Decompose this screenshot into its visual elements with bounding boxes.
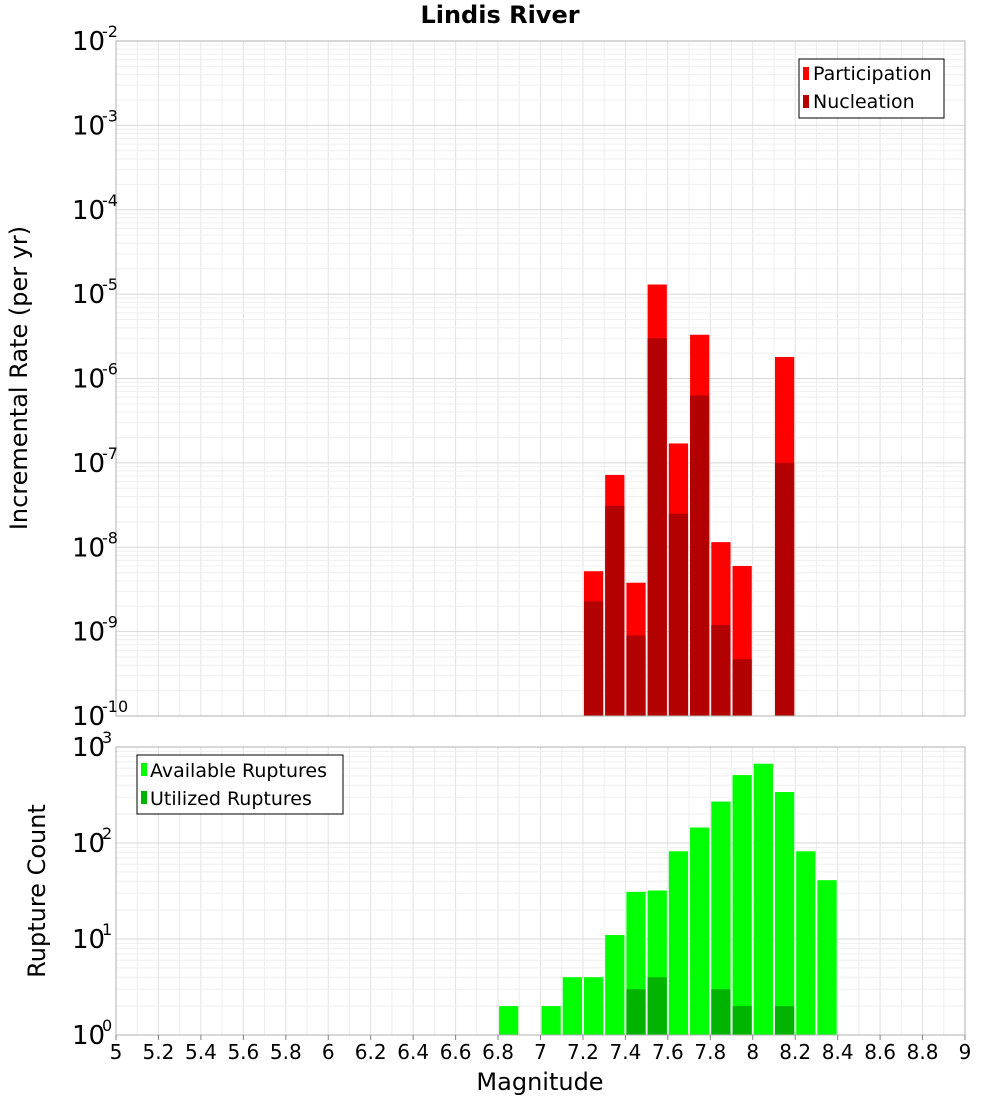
bottom-bar-available-ruptures bbox=[796, 851, 816, 1035]
top-y-tick-label: 10-3 bbox=[72, 106, 118, 141]
top-bars bbox=[583, 284, 795, 716]
bottom-legend: Available Ruptures Utilized Ruptures bbox=[136, 754, 344, 815]
top-bar-nucleation bbox=[774, 462, 795, 716]
x-tick-label: 5.4 bbox=[185, 1040, 217, 1064]
bottom-legend-box bbox=[136, 754, 344, 815]
bottom-y-tick-label: 101 bbox=[72, 920, 112, 955]
available-legend-swatch bbox=[141, 763, 147, 776]
top-y-tick-label: 10-7 bbox=[72, 444, 118, 479]
utilized-legend-swatch bbox=[141, 791, 147, 804]
x-tick-label: 8 bbox=[746, 1040, 759, 1064]
x-tick-label: 6.2 bbox=[355, 1040, 387, 1064]
bottom-bar-utilized-ruptures bbox=[647, 977, 667, 1035]
bottom-bar-available-ruptures bbox=[753, 763, 773, 1035]
top-plot-border bbox=[115, 40, 966, 717]
available-legend-label: Available Ruptures bbox=[150, 760, 327, 782]
bottom-bar-available-ruptures bbox=[774, 791, 795, 1035]
top-legend-box bbox=[798, 58, 945, 119]
utilized-legend-label: Utilized Ruptures bbox=[150, 788, 312, 810]
bottom-bars bbox=[499, 763, 837, 1035]
x-tick-label: 7.2 bbox=[567, 1040, 599, 1064]
top-y-axis-label: Incremental Rate (per yr) bbox=[5, 226, 33, 530]
participation-legend-label: Participation bbox=[813, 63, 932, 85]
top-bar-nucleation bbox=[690, 395, 710, 716]
bottom-bar-utilized-ruptures bbox=[711, 989, 731, 1035]
x-tick-label: 7 bbox=[534, 1040, 547, 1064]
top-y-tick-label: 10-9 bbox=[72, 613, 118, 648]
x-axis-label: Magnitude bbox=[476, 1068, 603, 1096]
bottom-y-tick-label: 103 bbox=[72, 728, 112, 763]
top-bar-nucleation bbox=[583, 601, 604, 716]
x-tick-label: 9 bbox=[959, 1040, 972, 1064]
bottom-bar-utilized-ruptures bbox=[626, 989, 646, 1035]
top-bar-nucleation bbox=[647, 338, 667, 716]
bottom-y-tick-label: 102 bbox=[72, 824, 112, 859]
bottom-bar-available-ruptures bbox=[817, 880, 837, 1035]
top-panel: 10-10 10-9 10-8 10-7 10-6 10-5 10-4 10-3 10-2 In… bbox=[5, 22, 966, 732]
chart-title: Lindis River bbox=[420, 1, 579, 29]
top-bar-nucleation bbox=[605, 505, 625, 716]
nucleation-legend-swatch bbox=[803, 95, 809, 108]
x-tick-label: 5.6 bbox=[227, 1040, 259, 1064]
top-y-ticks: 10-10 10-9 10-8 10-7 10-6 10-5 10-4 10-3 10-2 bbox=[72, 22, 128, 732]
bottom-bar-available-ruptures bbox=[690, 827, 710, 1035]
bottom-panel: 100 101 102 103 5 5.2 5.4 5.6 5.8 6 6.2 6.4 6.6 6.8 7… bbox=[23, 728, 971, 1096]
bottom-bar-available-ruptures bbox=[668, 851, 689, 1035]
top-bar-nucleation bbox=[668, 513, 689, 716]
top-y-tick-label: 10-8 bbox=[72, 528, 118, 563]
x-tick-label: 5.8 bbox=[270, 1040, 302, 1064]
bottom-bar-utilized-ruptures bbox=[732, 1006, 752, 1035]
x-tick-label: 8.2 bbox=[779, 1040, 811, 1064]
x-tick-label: 7.6 bbox=[652, 1040, 684, 1064]
x-tick-label: 6.8 bbox=[482, 1040, 514, 1064]
x-tick-label: 8.4 bbox=[822, 1040, 854, 1064]
top-y-tick-label: 10-6 bbox=[72, 360, 118, 395]
bottom-bar-available-ruptures bbox=[499, 1006, 519, 1035]
x-tick-label: 7.8 bbox=[694, 1040, 726, 1064]
top-y-tick-label: 10-2 bbox=[72, 22, 118, 57]
x-tick-label: 8.6 bbox=[864, 1040, 896, 1064]
bottom-y-axis-label: Rupture Count bbox=[23, 804, 51, 978]
x-tick-label: 6.6 bbox=[440, 1040, 472, 1064]
x-tick-label: 8.8 bbox=[907, 1040, 939, 1064]
bottom-bar-available-ruptures bbox=[711, 801, 731, 1035]
bottom-bar-available-ruptures bbox=[732, 775, 752, 1035]
participation-legend-swatch bbox=[803, 67, 809, 80]
bottom-bar-available-ruptures bbox=[583, 977, 604, 1035]
bottom-bar-available-ruptures bbox=[605, 935, 625, 1035]
bottom-bar-available-ruptures bbox=[541, 1006, 561, 1035]
top-y-tick-label: 10-5 bbox=[72, 275, 118, 310]
top-grid bbox=[116, 41, 965, 716]
bottom-bar-available-ruptures bbox=[562, 977, 582, 1035]
top-bar-nucleation bbox=[711, 624, 731, 716]
bottom-y-ticks: 100 101 102 103 bbox=[72, 728, 112, 1051]
nucleation-legend-label: Nucleation bbox=[813, 91, 915, 113]
top-y-tick-label: 10-10 bbox=[72, 697, 128, 732]
x-ticks: 5 5.2 5.4 5.6 5.8 6 6.2 6.4 6.6 6.8 7 7.2 7.4 7.6 7.8 8… bbox=[110, 1035, 972, 1064]
bottom-bar-utilized-ruptures bbox=[774, 1006, 795, 1035]
bottom-y-tick-label: 100 bbox=[72, 1016, 112, 1051]
top-bar-nucleation bbox=[732, 659, 752, 716]
top-bar-nucleation bbox=[626, 635, 646, 716]
top-legend: Participation Nucleation bbox=[798, 58, 945, 119]
x-tick-label: 6.4 bbox=[397, 1040, 429, 1064]
x-tick-label: 6 bbox=[322, 1040, 335, 1064]
top-y-tick-label: 10-4 bbox=[72, 191, 118, 226]
x-tick-label: 5.2 bbox=[143, 1040, 175, 1064]
x-tick-label: 7.4 bbox=[609, 1040, 641, 1064]
x-tick-label: 5 bbox=[110, 1040, 123, 1064]
